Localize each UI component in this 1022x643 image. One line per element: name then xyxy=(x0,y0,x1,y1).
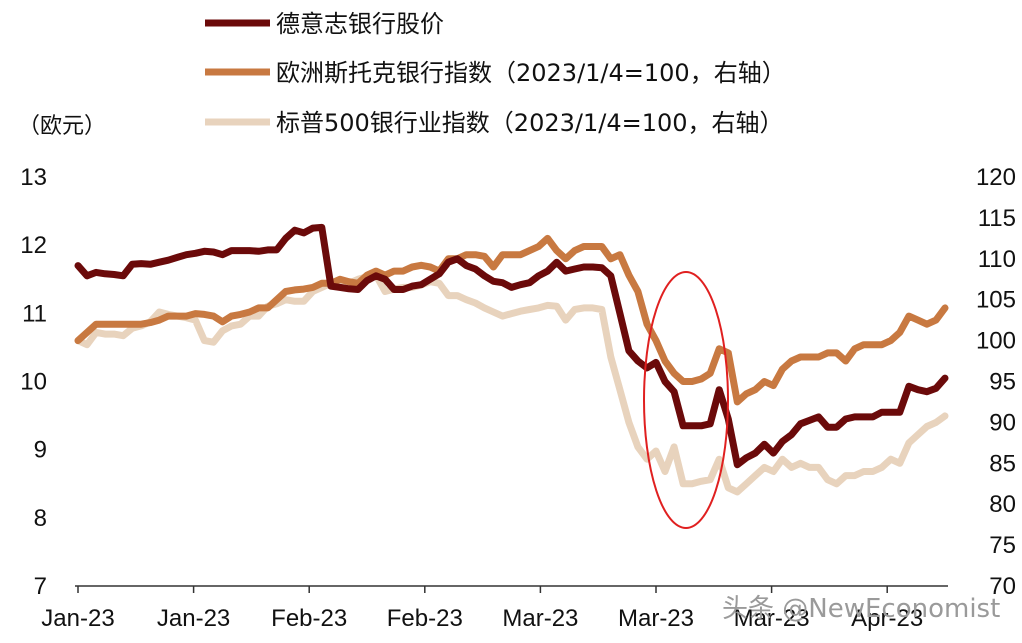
left-tick-label: 12 xyxy=(20,232,47,259)
x-tick-label: Mar-23 xyxy=(618,605,694,632)
left-axis-ticks: 7 8 9 10 11 12 13 xyxy=(20,164,47,600)
x-tick-label: Jan-23 xyxy=(157,605,230,632)
right-tick-label: 100 xyxy=(976,328,1016,355)
series-line-deutsche-bank xyxy=(74,223,949,469)
right-tick-label: 115 xyxy=(978,205,1016,232)
left-tick-label: 13 xyxy=(20,164,47,191)
series-line-stoxx-banks xyxy=(74,234,949,406)
legend-item-deutsche-bank: 德意志银行股价 xyxy=(205,10,444,38)
right-tick-label: 105 xyxy=(976,287,1016,314)
right-tick-label: 110 xyxy=(978,246,1016,273)
left-tick-label: 7 xyxy=(34,573,47,600)
watermark: 头条 @NewEconomist xyxy=(722,594,1000,624)
x-tick-label: Feb-23 xyxy=(271,605,347,632)
series-layer xyxy=(74,223,949,496)
highlight-ellipse xyxy=(643,271,729,529)
x-tick-label: Apr-23 xyxy=(851,605,923,632)
legend-label-sp500-banks: 标普500银行业指数（2023/1/4=100，右轴） xyxy=(276,109,784,137)
right-tick-label: 80 xyxy=(989,491,1016,518)
legend-item-stoxx-banks: 欧洲斯托克银行指数（2023/1/4=100，右轴） xyxy=(205,59,786,87)
right-tick-label: 85 xyxy=(989,450,1016,477)
right-tick-label: 95 xyxy=(989,369,1016,396)
right-tick-label: 70 xyxy=(989,573,1016,600)
x-tick-label: Feb-23 xyxy=(387,605,463,632)
left-tick-label: 9 xyxy=(34,437,47,464)
legend-label-deutsche-bank: 德意志银行股价 xyxy=(276,10,444,38)
right-tick-label: 120 xyxy=(976,164,1016,191)
x-axis-ticks: Jan-23 Jan-23 Feb-23 Feb-23 Mar-23 Mar-23 Mar-… xyxy=(41,586,923,632)
right-tick-label: 75 xyxy=(989,532,1016,559)
legend-item-sp500-banks: 标普500银行业指数（2023/1/4=100，右轴） xyxy=(205,109,784,137)
series-line-sp500-banks xyxy=(74,271,949,496)
legend-label-stoxx-banks: 欧洲斯托克银行指数（2023/1/4=100，右轴） xyxy=(276,59,786,87)
left-tick-label: 8 xyxy=(34,505,47,532)
left-tick-label: 10 xyxy=(20,369,47,396)
right-axis-ticks: 70 75 80 85 90 95 100 105 110 115 120 xyxy=(976,164,1016,600)
right-tick-label: 90 xyxy=(989,409,1016,436)
x-tick-label: Mar-23 xyxy=(734,605,810,632)
left-axis-unit: （欧元） xyxy=(18,114,106,139)
x-tick-label: Jan-23 xyxy=(41,605,114,632)
left-tick-label: 11 xyxy=(22,300,47,327)
legend: 德意志银行股价 欧洲斯托克银行指数（2023/1/4=100，右轴） 标普500… xyxy=(205,10,786,137)
x-tick-label: Mar-23 xyxy=(502,605,578,632)
